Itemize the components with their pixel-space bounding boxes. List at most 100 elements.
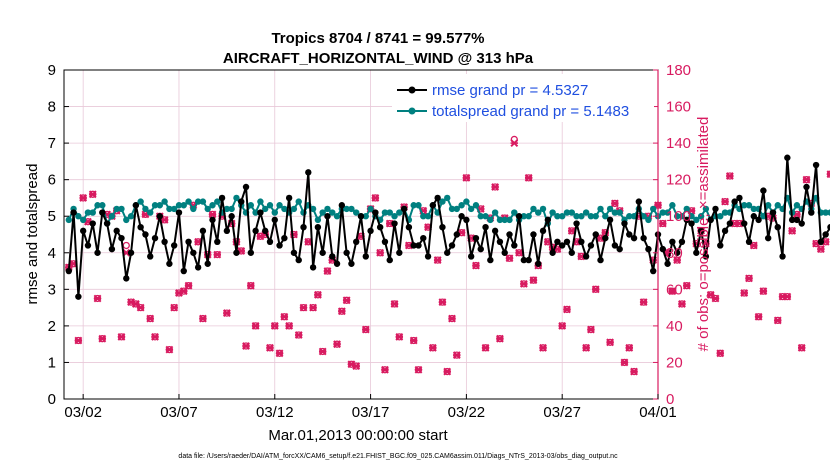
totalspread-point: [223, 205, 231, 213]
rmse-point: [233, 249, 240, 256]
obs-assimilated-point: [93, 294, 102, 303]
y-axis-right-label: # of obs: o=possible; ×=assimilated: [695, 117, 712, 352]
obs-assimilated-point: [309, 303, 318, 312]
totalspread-point: [539, 205, 547, 213]
rmse-point: [472, 234, 480, 242]
obs-assimilated-point: [337, 307, 346, 316]
rmse-point: [673, 249, 681, 256]
totalspread-point: [420, 213, 427, 220]
rmse-point: [166, 260, 173, 267]
obs-assimilated-point: [246, 281, 255, 290]
rmse-point: [496, 238, 504, 246]
rmse-point: [760, 187, 767, 194]
obs-assimilated-point: [275, 349, 284, 358]
rmse-point: [602, 234, 609, 242]
totalspread-point: [520, 213, 528, 220]
x-tick-label: 03/22: [448, 404, 486, 421]
rmse-point: [252, 227, 259, 235]
rmse-point: [405, 223, 413, 231]
obs-assimilated-point: [630, 367, 638, 376]
obs-assimilated-point: [462, 173, 471, 182]
totalspread-point: [822, 209, 829, 216]
rmse-point: [731, 198, 738, 205]
rmse-point: [721, 227, 729, 235]
rmse-point: [199, 227, 207, 235]
totalspread-point: [558, 213, 566, 220]
totalspread-point: [535, 209, 542, 216]
obs-assimilated-point: [266, 343, 274, 352]
rmse-point: [103, 220, 111, 227]
obs-assimilated-point: [151, 332, 159, 341]
obs-assimilated-point: [826, 170, 830, 179]
totalspread-point: [123, 216, 130, 224]
rmse-point: [271, 216, 278, 224]
obs-assimilated-point: [323, 267, 332, 275]
rmse-point: [209, 216, 216, 224]
legend-rmse-label: rmse grand pr = 4.5327: [432, 82, 588, 99]
totalspread-point: [745, 202, 753, 209]
rmse-point: [415, 242, 422, 249]
totalspread-point: [118, 205, 125, 213]
rmse-point: [707, 216, 714, 224]
totalspread-point: [587, 213, 595, 220]
x-axis-label: Mar.01,2013 00:00:00 start: [268, 427, 448, 444]
rmse-point: [314, 223, 322, 231]
obs-assimilated-point: [515, 248, 523, 257]
rmse-point: [281, 234, 288, 242]
totalspread-point: [199, 198, 207, 205]
rmse-point: [659, 245, 666, 253]
totalspread-point: [113, 205, 120, 213]
totalspread-point: [626, 213, 633, 220]
obs-assimilated-point: [519, 279, 528, 288]
totalspread-point: [314, 216, 322, 224]
totalspread-point: [324, 205, 331, 213]
obs-assimilated-point: [610, 199, 619, 208]
rmse-point: [587, 242, 595, 249]
obs-assimilated-point: [409, 336, 418, 345]
totalspread-point: [678, 213, 686, 220]
rmse-point: [400, 205, 408, 213]
rmse-point: [501, 249, 508, 256]
rmse-point: [741, 220, 748, 227]
totalspread-point: [693, 216, 700, 224]
totalspread-point: [290, 205, 298, 213]
rmse-point: [626, 231, 633, 238]
totalspread-point: [573, 213, 580, 220]
rmse-point: [228, 213, 235, 220]
obs-assimilated-point: [170, 303, 179, 312]
y-left-tick-label: 4: [48, 245, 56, 262]
rmse-point: [367, 227, 374, 235]
obs-assimilated-point: [242, 342, 250, 350]
obs-assimilated-point: [390, 300, 399, 308]
rmse-point: [290, 249, 298, 256]
rmse-point: [218, 194, 226, 202]
obs-assimilated-point: [294, 331, 303, 339]
rmse-point: [170, 242, 178, 249]
y-right-tick-label: 140: [666, 135, 691, 152]
totalspread-point: [563, 209, 571, 216]
totalspread-point: [664, 209, 671, 216]
rmse-point: [491, 227, 499, 235]
rmse-point: [285, 194, 293, 202]
x-tick-label: 04/01: [639, 404, 677, 421]
rmse-point: [530, 231, 537, 238]
obs-assimilated-point: [342, 296, 351, 305]
totalspread-point: [391, 213, 398, 220]
rmse-point: [391, 220, 398, 227]
rmse-point: [65, 267, 72, 275]
totalspread-point: [611, 209, 619, 216]
rmse-point: [376, 223, 384, 231]
totalspread-point: [477, 213, 484, 220]
totalspread-point: [233, 194, 240, 202]
totalspread-point: [84, 209, 92, 216]
rmse-point: [693, 249, 700, 256]
rmse-point: [190, 249, 197, 256]
totalspread-point: [75, 213, 82, 220]
totalspread-point: [645, 216, 652, 224]
rmse-point: [132, 202, 140, 209]
obs-assimilated-point: [438, 298, 447, 307]
obs-assimilated-point: [371, 194, 380, 202]
y-left-tick-label: 8: [48, 99, 56, 116]
y-right-tick-label: 180: [666, 62, 691, 79]
rmse-point: [611, 242, 619, 249]
